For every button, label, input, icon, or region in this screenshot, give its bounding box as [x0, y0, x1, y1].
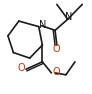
- Text: N: N: [65, 12, 72, 22]
- Text: O: O: [52, 44, 60, 54]
- Text: N: N: [39, 20, 46, 30]
- Text: O: O: [18, 63, 25, 73]
- Text: O: O: [52, 67, 60, 77]
